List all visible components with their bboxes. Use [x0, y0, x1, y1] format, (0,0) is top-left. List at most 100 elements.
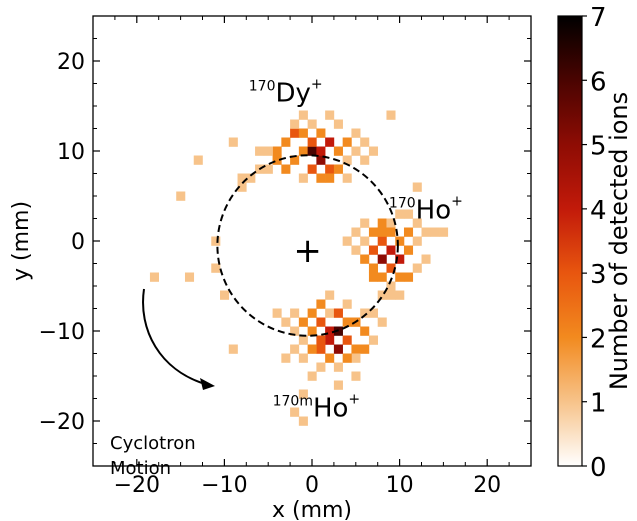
heatmap-cells [149, 110, 449, 426]
heatmap-cell [386, 110, 396, 120]
x-tick-label: 0 [305, 473, 319, 498]
heatmap-cell [298, 146, 308, 156]
heatmap-cell [290, 155, 300, 165]
heatmap-cell [307, 164, 317, 174]
heatmap-cell [395, 209, 405, 219]
heatmap-cell [412, 218, 422, 228]
y-tick-label: 0 [71, 230, 85, 255]
species-label: 170mHo+ [273, 392, 361, 424]
heatmap-cell [412, 236, 422, 246]
heatmap-cell [307, 371, 317, 381]
heatmap-cell [325, 164, 335, 174]
heatmap-cell [228, 344, 238, 354]
x-axis-label: x (mm) [272, 498, 352, 521]
heatmap-cell [325, 110, 335, 120]
heatmap-cell [360, 236, 370, 246]
heatmap-cell [316, 173, 326, 183]
heatmap-cell [360, 326, 370, 336]
heatmap-cell [263, 146, 273, 156]
heatmap-cell [281, 353, 291, 363]
heatmap-cell [421, 254, 431, 264]
heatmap-cell [342, 353, 352, 363]
heatmap-cell [325, 308, 335, 318]
heatmap-cell [386, 290, 396, 300]
species-element: Dy [276, 79, 311, 109]
heatmap-cell [325, 353, 335, 363]
cyclotron-arrow-head [200, 378, 215, 390]
heatmap-cell [351, 227, 361, 237]
heatmap-cell [211, 263, 221, 273]
heatmap-cell [386, 263, 396, 273]
heatmap-cell [377, 290, 387, 300]
heatmap-cell [395, 290, 405, 300]
species-charge: + [451, 194, 463, 210]
heatmap-cell [307, 326, 317, 336]
heatmap-cell [255, 164, 265, 174]
heatmap-cell [246, 173, 256, 183]
colorbar-label: Number of detected ions [605, 92, 633, 390]
cyclotron-motion-label: Cyclotron [110, 433, 196, 454]
heatmap-cell [316, 146, 326, 156]
heatmap-cell [298, 353, 308, 363]
y-tick-label: 20 [57, 50, 85, 75]
cyclotron-motion-label: Motion [110, 458, 171, 479]
species-label: 170Dy+ [249, 77, 323, 109]
heatmap-cell [368, 335, 378, 345]
species-mass: 170 [389, 196, 416, 212]
heatmap-cell [368, 272, 378, 282]
heatmap-cell [272, 146, 282, 156]
heatmap-cell [307, 344, 317, 354]
heatmap-cell [290, 344, 300, 354]
heatmap-cell [290, 119, 300, 129]
heatmap-cell [316, 344, 326, 354]
heatmap-cell [325, 137, 335, 147]
heatmap-cell [351, 353, 361, 363]
heatmap-cell [290, 308, 300, 318]
heatmap-cell [333, 146, 343, 156]
heatmap-cell [211, 236, 221, 246]
heatmap-cell [368, 308, 378, 318]
heatmap-cell [342, 299, 352, 309]
heatmap-cell [395, 272, 405, 282]
species-charge: + [348, 392, 360, 408]
heatmap-cell [360, 218, 370, 228]
heatmap-cell [298, 317, 308, 327]
heatmap-cell [342, 236, 352, 246]
heatmap-cell [325, 335, 335, 345]
heatmap-cell [333, 380, 343, 390]
heatmap-cell [386, 245, 396, 255]
heatmap-cell [237, 173, 247, 183]
heatmap-cell [307, 308, 317, 318]
heatmap-cell [237, 182, 247, 192]
heatmap-cell [298, 389, 308, 399]
colorbar-tick-label: 7 [590, 3, 607, 33]
heatmap-cell [360, 344, 370, 354]
heatmap-cell [149, 272, 159, 282]
species-charge: + [311, 77, 323, 93]
heatmap-cell [298, 128, 308, 138]
heatmap-cell [377, 254, 387, 264]
heatmap-cell [333, 308, 343, 318]
heatmap-cell [333, 164, 343, 174]
heatmap-cell [176, 191, 186, 201]
heatmap-cell [193, 155, 203, 165]
heatmap-cell [281, 317, 291, 327]
heatmap-cell [228, 137, 238, 147]
heatmap-cell [403, 245, 414, 255]
y-tick-label: −10 [39, 320, 85, 345]
heatmap-cell [351, 128, 361, 138]
heatmap-cell [290, 326, 300, 336]
colorbar-tick-label: 3 [590, 260, 607, 290]
heatmap-cell [377, 227, 387, 237]
heatmap-cell [316, 317, 326, 327]
heatmap-cell [298, 335, 308, 345]
heatmap-cell [377, 272, 387, 282]
species-element: Ho [416, 196, 451, 226]
heatmap-cell [395, 236, 405, 246]
heatmap-cell [316, 128, 326, 138]
heatmap-cell [342, 173, 352, 183]
species-mass: 170m [273, 394, 313, 410]
heatmap-cell [439, 227, 449, 237]
heatmap-cell [403, 209, 414, 219]
